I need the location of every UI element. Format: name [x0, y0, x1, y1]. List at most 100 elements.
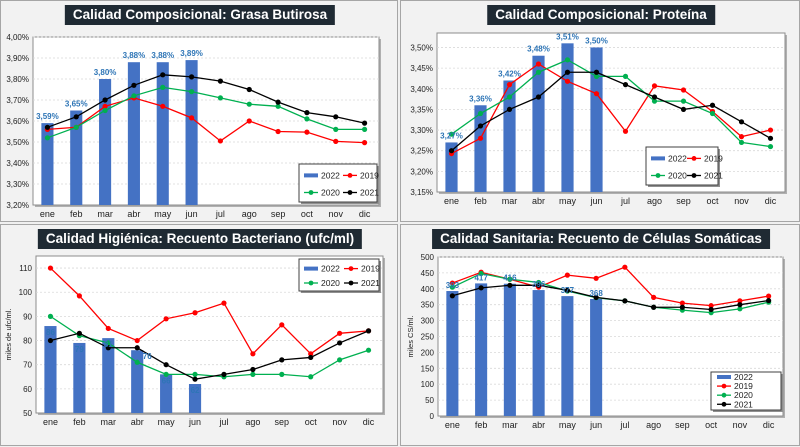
x-tick-label: dic — [359, 209, 371, 219]
point-2020 — [337, 357, 343, 363]
x-tick-label: oct — [705, 420, 718, 430]
point-2021 — [535, 94, 542, 100]
y-tick-label: 3,80% — [6, 75, 29, 84]
point-2021 — [279, 357, 285, 363]
y-tick-label: 3,20% — [410, 167, 433, 176]
bar-2022 — [446, 291, 459, 416]
x-tick-label: nov — [328, 209, 343, 219]
point-2021 — [767, 135, 774, 141]
y-tick-label: 3,40% — [6, 159, 29, 168]
x-tick-label: feb — [474, 196, 487, 206]
point-2021 — [76, 330, 82, 336]
point-2021 — [737, 302, 743, 308]
point-2019 — [361, 140, 368, 146]
legend-label: 2021 — [360, 188, 379, 198]
point-2021 — [507, 282, 513, 288]
data-label: 3,50% — [585, 36, 608, 45]
y-tick-label: 0 — [430, 412, 435, 421]
legend-label: 2019 — [734, 381, 753, 391]
x-tick-label: sep — [675, 420, 690, 430]
y-tick-label: 3,20% — [6, 201, 29, 210]
y-tick-label: 200 — [421, 348, 435, 357]
point-2019 — [593, 275, 599, 281]
point-2019 — [737, 298, 743, 304]
point-2021 — [102, 97, 108, 103]
point-2019 — [593, 91, 600, 97]
point-2021 — [622, 82, 629, 88]
point-2021 — [333, 114, 339, 120]
x-tick-label: jun — [188, 417, 201, 427]
point-2019 — [102, 103, 108, 109]
point-2020 — [73, 124, 79, 130]
point-2020 — [333, 126, 339, 132]
x-tick-label: sep — [275, 417, 290, 427]
point-2020 — [44, 135, 51, 141]
chart-recuento-bacteriano: 50 60 70 80 90 100 110 ene feb mar abr may jun jul ago… — [4, 255, 385, 427]
point-2019 — [679, 300, 685, 306]
line-2021 — [47, 74, 365, 128]
bar-2022 — [156, 62, 169, 206]
y-tick-label: 3,60% — [6, 117, 29, 126]
point-2019 — [250, 351, 256, 357]
y-tick-label: 3,40% — [410, 85, 433, 94]
chart-panel-proteina: Calidad Composicional: Proteína 3,15% 3,2… — [400, 0, 800, 222]
point-2019 — [217, 138, 224, 144]
point-2020 — [160, 84, 166, 90]
point-2021 — [246, 86, 252, 93]
data-label: 393 — [446, 281, 460, 290]
point-2020 — [246, 101, 252, 107]
point-2019 — [279, 322, 285, 328]
legend-label: 2020 — [734, 390, 753, 400]
legend-marker-2020 — [721, 392, 727, 398]
y-tick-label: 300 — [421, 317, 435, 326]
point-2020 — [188, 89, 195, 95]
legend-label: 2022 — [321, 264, 340, 274]
x-tick-label: mar — [97, 209, 113, 219]
point-2021 — [651, 94, 658, 100]
point-2020 — [593, 73, 600, 79]
point-2021 — [365, 328, 372, 334]
point-2021 — [622, 298, 628, 304]
point-2021 — [337, 340, 343, 346]
point-2021 — [304, 110, 310, 116]
x-tick-label: jun — [589, 196, 602, 206]
point-2020 — [102, 107, 108, 114]
bar-2022 — [188, 384, 202, 413]
y-tick-label: 3,90% — [6, 54, 29, 63]
point-2019 — [564, 272, 570, 278]
y-tick-label: 250 — [421, 333, 435, 342]
y-tick-label: 3,50% — [410, 43, 433, 52]
x-tick-label: jul — [215, 209, 225, 219]
line-2019 — [50, 267, 369, 355]
x-tick-label: abr — [127, 209, 140, 219]
legend-box — [645, 146, 719, 186]
chart-title: Calidad Sanitaria: Recuento de Células S… — [432, 229, 770, 249]
data-label: 3,42% — [498, 69, 521, 78]
y-tick-label: 50 — [23, 409, 32, 418]
x-tick-label: feb — [475, 420, 488, 430]
data-label: 62 — [191, 386, 200, 395]
data-label: 417 — [474, 273, 488, 282]
point-2020 — [250, 371, 256, 377]
y-tick-label: 400 — [421, 285, 435, 294]
legend-marker-2019 — [721, 383, 727, 389]
point-2020 — [709, 110, 716, 117]
point-2021 — [708, 306, 714, 313]
point-2019 — [105, 325, 111, 332]
point-2020 — [622, 73, 629, 79]
x-tick-label: ene — [445, 420, 460, 430]
point-2021 — [738, 119, 745, 125]
point-2020 — [680, 98, 687, 104]
point-2020 — [365, 347, 372, 353]
y-tick-label: 3,70% — [6, 96, 29, 105]
y-tick-label: 50 — [425, 396, 434, 405]
line-2021 — [452, 284, 769, 311]
y-tick-label: 500 — [421, 253, 435, 262]
point-2019 — [134, 337, 140, 344]
point-2020 — [304, 116, 310, 122]
point-2020 — [767, 143, 774, 150]
point-2019 — [651, 294, 657, 300]
bar-2022 — [475, 283, 488, 416]
point-2021 — [217, 78, 224, 84]
data-label: 81 — [104, 340, 113, 349]
